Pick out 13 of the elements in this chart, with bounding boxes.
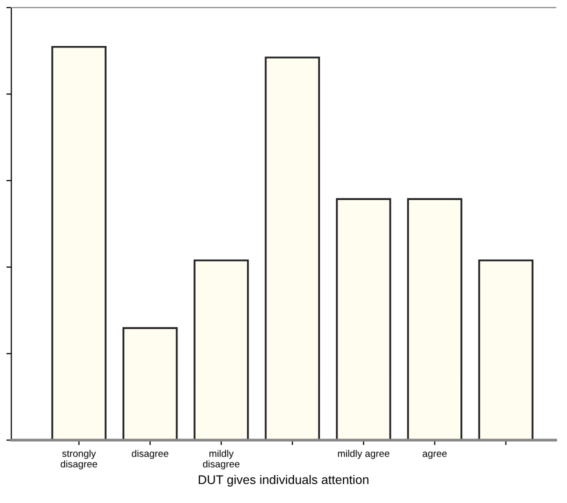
bar	[264, 56, 320, 440]
x-tick-label: strongly disagree	[60, 450, 98, 470]
bar	[122, 327, 178, 440]
x-axis-title: DUT gives individuals attention	[198, 474, 368, 487]
x-tick-label: disagree	[132, 450, 168, 459]
bar	[51, 46, 107, 440]
bar	[336, 198, 392, 440]
x-tick-label: agree	[422, 452, 447, 459]
bar	[407, 198, 462, 440]
x-tick-label: mildly agree	[338, 450, 390, 459]
x-tick-label: mildly disagree	[203, 450, 240, 470]
bar	[478, 260, 534, 440]
bar	[194, 260, 249, 440]
